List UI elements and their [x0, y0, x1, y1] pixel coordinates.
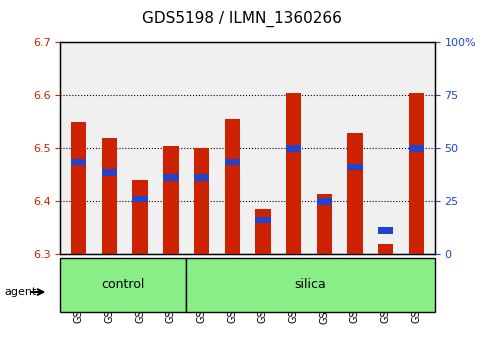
Bar	[163, 146, 179, 255]
Bar	[225, 119, 240, 255]
Text: GDS5198 / ILMN_1360266: GDS5198 / ILMN_1360266	[142, 11, 341, 27]
Bar	[255, 210, 270, 255]
Bar	[102, 138, 117, 255]
Bar	[71, 159, 86, 165]
Bar	[194, 148, 209, 255]
Bar	[132, 196, 148, 202]
Bar	[71, 122, 86, 255]
Bar	[378, 244, 393, 255]
Bar	[255, 217, 270, 223]
Bar	[163, 175, 179, 181]
Text: control: control	[101, 278, 145, 291]
Bar	[286, 93, 301, 255]
Bar	[102, 169, 117, 176]
Bar	[225, 159, 240, 165]
FancyBboxPatch shape	[60, 257, 186, 312]
Bar	[132, 180, 148, 255]
Text: agent: agent	[5, 287, 37, 297]
Text: silica: silica	[295, 278, 327, 291]
Bar	[347, 133, 363, 255]
FancyBboxPatch shape	[186, 257, 435, 312]
Bar	[409, 145, 424, 152]
Bar	[286, 145, 301, 152]
Bar	[409, 93, 424, 255]
Bar	[316, 198, 332, 205]
Bar	[347, 164, 363, 170]
Bar	[194, 175, 209, 181]
Bar	[316, 194, 332, 255]
Bar	[378, 228, 393, 234]
